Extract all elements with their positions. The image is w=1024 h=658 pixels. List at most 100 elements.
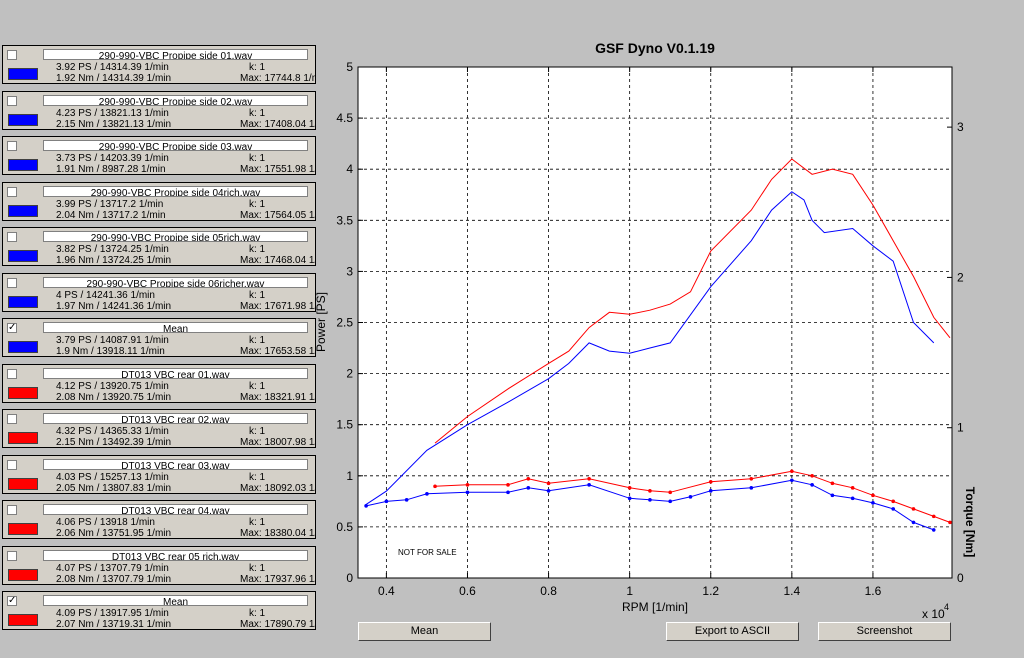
run-color-swatch[interactable] — [8, 568, 38, 581]
torque-point — [384, 499, 389, 504]
torque-point — [790, 469, 794, 474]
run-max-rpm: Max: 17653.58 1/min — [240, 346, 315, 357]
run-title-field[interactable]: DT013 VBC rear 01.wav — [43, 367, 308, 379]
run-checkbox[interactable] — [7, 95, 17, 106]
run-checkbox[interactable] — [7, 232, 17, 242]
run-color-swatch[interactable] — [8, 113, 38, 126]
torque-point — [587, 483, 591, 487]
run-torque-readout: 2.05 Nm / 13807.83 1/min — [56, 482, 172, 494]
run-color-swatch[interactable] — [8, 159, 38, 171]
torque-point — [749, 486, 754, 490]
run-title-field[interactable]: 290-990-VBC Propipe side 05rich.wav — [43, 231, 308, 242]
run-power-readout: 3.79 PS / 14087.91 1/min — [56, 335, 169, 346]
torque-point — [627, 496, 632, 501]
run-k-factor: k: 1 — [249, 380, 266, 392]
run-power-readout: 4.32 PS / 14365.33 1/min — [56, 426, 169, 437]
run-torque-readout: 2.15 Nm / 13821.13 1/min — [56, 118, 172, 130]
x-multiplier-label: x 10 — [922, 607, 945, 621]
torque-point — [810, 483, 814, 487]
run-title-field[interactable]: 290-990-VBC Propipe side 03.wav — [43, 140, 308, 151]
run-color-swatch[interactable] — [8, 295, 38, 308]
export-ascii-button[interactable]: Export to ASCII — [666, 622, 799, 641]
plot-title: GSF Dyno V0.1.19 — [595, 40, 715, 56]
run-panel: 290-990-VBC Propipe side 03.wav 3.73 PS /… — [2, 136, 316, 175]
run-checkbox[interactable]: ✓ — [7, 596, 17, 606]
run-color-swatch[interactable] — [8, 250, 38, 262]
run-color-swatch[interactable] — [8, 386, 38, 399]
run-max-rpm: Max: 17408.04 1/min — [240, 118, 315, 130]
run-torque-readout: 1.97 Nm / 14241.36 1/min — [56, 300, 172, 312]
run-color-swatch[interactable] — [8, 68, 38, 80]
run-title-field[interactable]: DT013 VBC rear 03.wav — [43, 458, 308, 470]
run-panel: 290-990-VBC Propipe side 06richer.wav 4 P… — [2, 272, 316, 312]
run-color-swatch[interactable] — [8, 477, 38, 490]
run-torque-readout: 2.15 Nm / 13492.39 1/min — [56, 437, 172, 448]
power-curve — [434, 158, 951, 444]
checkmark-icon: ✓ — [8, 595, 17, 606]
run-k-factor: k: 1 — [249, 335, 266, 346]
run-checkbox[interactable] — [7, 505, 17, 515]
run-title-field[interactable]: Mean — [43, 322, 308, 333]
run-torque-readout: 2.08 Nm / 13707.79 1/min — [56, 573, 172, 585]
run-checkbox[interactable] — [7, 186, 17, 197]
torque-point — [688, 495, 693, 499]
y-left-tick-label: 1 — [346, 469, 353, 483]
torque-point — [465, 483, 470, 487]
run-power-readout: 3.73 PS / 14203.39 1/min — [56, 153, 169, 164]
run-panel: 290-990-VBC Propipe side 04rich.wav 3.99 … — [2, 181, 316, 221]
run-title-field[interactable]: 290-990-VBC Propipe side 01.wav — [43, 49, 308, 60]
run-color-swatch[interactable] — [8, 523, 38, 535]
run-max-rpm: Max: 17671.98 1/min — [240, 300, 315, 312]
run-power-readout: 3.99 PS / 13717.2 1/min — [56, 198, 164, 210]
run-k-factor: k: 1 — [249, 426, 266, 437]
screenshot-button[interactable]: Screenshot — [818, 622, 951, 641]
torque-point — [891, 499, 896, 504]
run-torque-readout: 1.9 Nm / 13918.11 1/min — [56, 346, 165, 357]
run-title-field[interactable]: DT013 VBC rear 02.wav — [43, 413, 308, 424]
run-title-field[interactable]: 290-990-VBC Propipe side 04rich.wav — [43, 185, 308, 197]
run-checkbox[interactable] — [7, 550, 17, 561]
x-tick-label: 0.6 — [459, 584, 476, 598]
torque-point — [546, 489, 551, 493]
torque-point — [668, 499, 673, 504]
run-panel: DT013 VBC rear 01.wav 4.12 PS / 13920.75 … — [2, 363, 316, 403]
run-title-field[interactable]: 290-990-VBC Propipe side 02.wav — [43, 94, 308, 106]
y-right-tick-label: 2 — [957, 270, 964, 284]
run-checkbox[interactable] — [7, 414, 17, 424]
run-max-rpm: Max: 17468.04 1/min — [240, 255, 315, 266]
torque-point — [506, 490, 510, 495]
y-left-tick-label: 2.5 — [336, 316, 353, 330]
torque-point — [931, 514, 936, 519]
y-left-axis-label: Power [PS] — [314, 292, 328, 352]
run-title-field[interactable]: 290-990-VBC Propipe side 06richer.wav — [43, 276, 308, 288]
run-color-swatch[interactable] — [8, 432, 38, 444]
run-checkbox[interactable] — [7, 368, 17, 379]
run-max-rpm: Max: 17890.79 1/min — [240, 619, 315, 630]
torque-point — [850, 496, 855, 501]
run-power-readout: 4.23 PS / 13821.13 1/min — [56, 107, 169, 119]
torque-point — [891, 507, 896, 511]
run-checkbox[interactable] — [7, 459, 17, 470]
run-checkbox[interactable] — [7, 277, 17, 288]
run-k-factor: k: 1 — [249, 562, 266, 574]
run-title-field[interactable]: Mean — [43, 595, 308, 606]
torque-point — [668, 490, 673, 495]
torque-point — [810, 474, 814, 478]
run-max-rpm: Max: 17744.8 1/min — [240, 73, 315, 84]
run-color-swatch[interactable] — [8, 204, 38, 217]
power-curve — [365, 191, 935, 505]
run-max-rpm: Max: 17937.96 1/min — [240, 573, 315, 585]
run-k-factor: k: 1 — [249, 153, 266, 164]
torque-point — [648, 498, 652, 502]
run-color-swatch[interactable] — [8, 341, 38, 353]
run-checkbox[interactable]: ✓ — [7, 323, 17, 333]
run-title-field[interactable]: DT013 VBC rear 04.wav — [43, 504, 308, 515]
run-checkbox[interactable] — [7, 50, 17, 60]
run-color-swatch[interactable] — [8, 614, 38, 626]
x-tick-label: 1.4 — [783, 584, 800, 598]
mean-button[interactable]: Mean — [358, 622, 491, 641]
run-title-field[interactable]: DT013 VBC rear 05 rich.wav — [43, 549, 308, 561]
checkmark-icon: ✓ — [8, 322, 17, 333]
x-tick-label: 1 — [626, 584, 633, 598]
run-checkbox[interactable] — [7, 141, 17, 151]
